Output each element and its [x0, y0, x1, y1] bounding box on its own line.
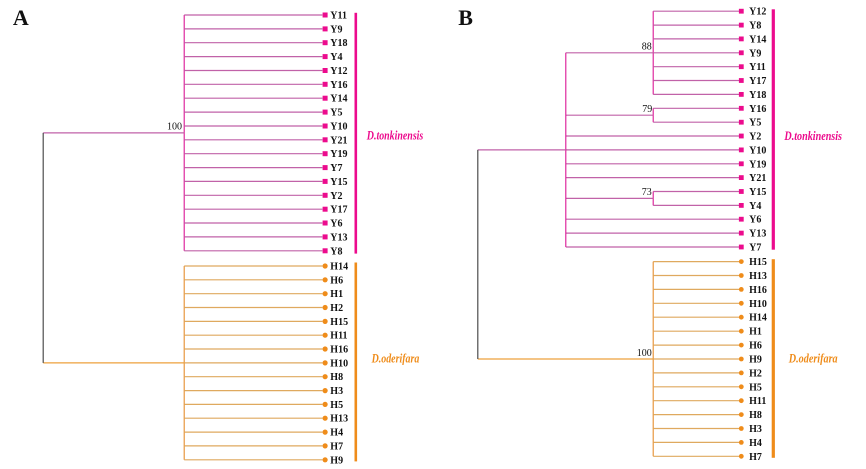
svg-text:D.tonkinensis: D.tonkinensis [366, 129, 423, 143]
svg-text:Y21: Y21 [749, 173, 766, 184]
svg-text:H1: H1 [749, 327, 762, 338]
svg-text:Y19: Y19 [749, 159, 766, 170]
svg-text:Y16: Y16 [749, 104, 766, 115]
svg-text:Y18: Y18 [330, 38, 347, 49]
svg-text:H4: H4 [749, 438, 762, 449]
svg-text:H13: H13 [330, 414, 348, 425]
svg-text:Y19: Y19 [330, 149, 347, 160]
svg-text:Y15: Y15 [749, 187, 766, 198]
svg-text:Y17: Y17 [330, 205, 347, 216]
svg-text:Y11: Y11 [330, 11, 347, 22]
svg-text:H1: H1 [330, 289, 343, 300]
svg-text:H13: H13 [749, 271, 767, 282]
svg-text:H6: H6 [749, 341, 762, 352]
svg-text:Y21: Y21 [330, 135, 347, 146]
svg-text:79: 79 [642, 104, 652, 115]
svg-text:Y2: Y2 [749, 132, 761, 143]
svg-text:H4: H4 [330, 428, 343, 439]
svg-text:H15: H15 [749, 257, 767, 268]
svg-text:100: 100 [637, 348, 652, 359]
svg-text:H11: H11 [749, 396, 766, 407]
svg-text:H7: H7 [330, 441, 343, 452]
svg-text:H9: H9 [749, 355, 762, 366]
svg-text:Y11: Y11 [749, 62, 766, 73]
svg-text:H9: H9 [330, 455, 343, 466]
svg-text:H14: H14 [330, 262, 348, 273]
svg-text:Y14: Y14 [749, 34, 766, 45]
svg-text:H10: H10 [749, 299, 767, 310]
svg-text:Y7: Y7 [330, 163, 342, 174]
svg-text:Y10: Y10 [749, 145, 766, 156]
svg-text:Y2: Y2 [330, 191, 342, 202]
svg-text:D.oderifara: D.oderifara [371, 352, 420, 366]
svg-text:Y8: Y8 [749, 21, 761, 32]
svg-text:Y17: Y17 [749, 76, 766, 87]
svg-text:B: B [458, 5, 473, 30]
svg-text:Y5: Y5 [330, 108, 342, 119]
svg-text:Y12: Y12 [749, 7, 766, 18]
svg-text:Y7: Y7 [749, 243, 761, 254]
svg-text:H3: H3 [749, 424, 762, 435]
svg-text:Y9: Y9 [749, 48, 761, 59]
svg-text:Y12: Y12 [330, 66, 347, 77]
svg-text:H10: H10 [330, 358, 348, 369]
svg-text:Y4: Y4 [749, 201, 761, 212]
svg-text:Y18: Y18 [749, 90, 766, 101]
svg-text:73: 73 [642, 187, 652, 198]
svg-text:Y14: Y14 [330, 94, 347, 105]
svg-text:D.oderifara: D.oderifara [788, 352, 838, 366]
svg-text:H5: H5 [330, 400, 343, 411]
svg-text:H8: H8 [749, 410, 762, 421]
svg-text:100: 100 [167, 122, 182, 133]
svg-text:H16: H16 [749, 285, 767, 296]
svg-text:H5: H5 [749, 382, 762, 393]
svg-text:Y10: Y10 [330, 122, 347, 133]
svg-text:Y6: Y6 [749, 215, 761, 226]
svg-text:H16: H16 [330, 345, 348, 356]
svg-text:Y6: Y6 [330, 219, 342, 230]
svg-text:H6: H6 [330, 275, 343, 286]
svg-text:H7: H7 [749, 452, 762, 463]
svg-text:H14: H14 [749, 313, 767, 324]
svg-text:Y16: Y16 [330, 80, 347, 91]
svg-text:D.tonkinensis: D.tonkinensis [784, 129, 843, 143]
svg-text:H11: H11 [330, 331, 347, 342]
svg-text:Y8: Y8 [330, 246, 342, 257]
svg-text:Y5: Y5 [749, 118, 761, 129]
svg-text:Y9: Y9 [330, 24, 342, 35]
svg-text:H3: H3 [330, 386, 343, 397]
svg-text:H2: H2 [749, 368, 762, 379]
svg-text:H2: H2 [330, 303, 343, 314]
svg-text:Y4: Y4 [330, 52, 342, 63]
svg-text:H8: H8 [330, 372, 343, 383]
svg-text:A: A [13, 5, 29, 30]
svg-text:Y15: Y15 [330, 177, 347, 188]
svg-text:Y13: Y13 [749, 229, 766, 240]
svg-text:88: 88 [642, 42, 652, 53]
svg-text:Y13: Y13 [330, 232, 347, 243]
svg-text:H15: H15 [330, 317, 348, 328]
